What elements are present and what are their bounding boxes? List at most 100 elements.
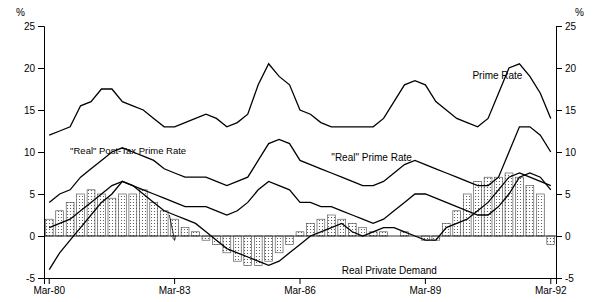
chart: Mar-80Mar-83Mar-86Mar-89Mar-92-505101520… xyxy=(0,0,600,302)
x-tick-label: Mar-80 xyxy=(33,285,65,296)
line xyxy=(49,127,551,203)
line xyxy=(49,173,551,270)
y2-axis-tick-label: 25 xyxy=(565,21,577,32)
zero-line xyxy=(44,236,556,237)
x-tick: Mar-83 xyxy=(159,278,191,296)
line xyxy=(49,64,551,135)
y2-axis-tick-mark xyxy=(556,26,562,27)
bar xyxy=(505,173,513,236)
annotation-arrow xyxy=(169,215,174,240)
bar xyxy=(275,236,283,253)
y2-axis-tick-mark xyxy=(556,110,562,111)
x-tick-label: Mar-86 xyxy=(284,285,316,296)
bar xyxy=(129,194,137,236)
x-tick-mark xyxy=(174,278,175,284)
bar xyxy=(327,215,335,236)
x-tick: Mar-86 xyxy=(284,278,316,296)
x-tick: Mar-92 xyxy=(535,278,567,296)
bar xyxy=(181,228,189,236)
y-axis-tick-mark xyxy=(38,110,44,111)
plot-area xyxy=(44,64,556,270)
bar xyxy=(77,194,85,236)
x-tick-label: Mar-89 xyxy=(410,285,442,296)
y2-axis-tick: 20 xyxy=(556,63,577,74)
bar xyxy=(160,211,168,236)
y-axis-tick-label: 0 xyxy=(29,231,35,242)
y2-axis-tick-label: 10 xyxy=(565,147,577,158)
chart-container: Mar-80Mar-83Mar-86Mar-89Mar-92-505101520… xyxy=(0,0,600,302)
bar xyxy=(265,236,273,261)
axis-line xyxy=(45,279,557,285)
bar xyxy=(307,223,315,236)
x-tick-mark xyxy=(300,278,301,284)
y2-axis-tick-label: -5 xyxy=(565,273,574,284)
series-label: "Real" Post-Tax Prime Rate xyxy=(70,145,186,156)
y2-axis-tick-label: 0 xyxy=(565,231,571,242)
y-axis-tick: 15 xyxy=(24,105,44,116)
series-label: Prime Rate xyxy=(472,70,522,81)
y-axis-tick: 25 xyxy=(24,21,44,32)
x-tick-mark xyxy=(550,278,551,284)
bar xyxy=(296,232,304,236)
axis-line xyxy=(38,27,45,279)
y2-axis-tick-label: 15 xyxy=(565,105,577,116)
y2-axis-tick-mark xyxy=(556,194,562,195)
y2-axis-tick: 5 xyxy=(556,189,571,200)
y2-axis-tick: 10 xyxy=(556,147,577,158)
series-labels: Prime Rate "Real" Prime Rate "Real" Post-T… xyxy=(70,70,523,276)
x-tick-mark xyxy=(49,278,50,284)
x-tick-mark xyxy=(425,278,426,284)
bar xyxy=(526,186,534,236)
x-tick-label: Mar-83 xyxy=(159,285,191,296)
x-tick: Mar-80 xyxy=(33,278,65,296)
line xyxy=(49,173,551,228)
x-axis: Mar-80 Mar-83 Mar-86 Mar-89 Mar-92 xyxy=(33,278,567,296)
bar xyxy=(463,194,471,236)
bar xyxy=(516,177,524,236)
bar xyxy=(536,194,544,236)
y-axis-tick-label: 25 xyxy=(24,21,36,32)
y-axis-tick-label: 10 xyxy=(24,147,36,158)
y2-axis-label: % xyxy=(575,7,584,18)
y-axis-tick-mark xyxy=(38,152,44,153)
y-axis-tick-mark xyxy=(38,278,44,279)
y2-axis-tick: -5 xyxy=(556,273,574,284)
bar xyxy=(118,194,126,236)
bar xyxy=(233,236,241,261)
series-label: Real Private Demand xyxy=(342,265,437,276)
bar xyxy=(202,236,210,240)
bar xyxy=(87,190,95,236)
y-axis-tick-mark xyxy=(38,236,44,237)
x-tick-label: Mar-92 xyxy=(535,285,567,296)
y-axis-label: % xyxy=(16,7,25,18)
y-axis-tick-mark xyxy=(38,68,44,69)
y-axis: -5 0 5 10 15 20 25 xyxy=(24,21,45,284)
bar xyxy=(192,232,200,236)
y2-axis-tick-mark xyxy=(556,278,562,279)
bars xyxy=(45,173,554,265)
y2-axis-tick-mark xyxy=(556,68,562,69)
series-label: "Real" Prime Rate xyxy=(331,152,412,163)
bar xyxy=(244,236,252,265)
y-axis-tick: 0 xyxy=(29,231,44,242)
bar xyxy=(380,232,388,236)
y2-axis-tick-mark xyxy=(556,152,562,153)
bar xyxy=(286,236,294,244)
y-axis-tick-label: 15 xyxy=(24,105,36,116)
y2-axis-tick-mark xyxy=(556,236,562,237)
bar xyxy=(547,236,555,244)
bar xyxy=(442,223,450,236)
y2-axis: -5 0 5 10 15 20 25 xyxy=(556,21,577,284)
y-axis-tick: 20 xyxy=(24,63,44,74)
y2-axis-tick-label: 5 xyxy=(565,189,571,200)
y2-axis-tick: 0 xyxy=(556,231,571,242)
y-axis-tick-label: 5 xyxy=(29,189,35,200)
bar xyxy=(108,198,116,236)
bar xyxy=(150,202,158,236)
y-axis-tick: 10 xyxy=(24,147,44,158)
y-axis-tick: -5 xyxy=(26,273,44,284)
x-tick: Mar-89 xyxy=(410,278,442,296)
y2-axis-tick: 25 xyxy=(556,21,577,32)
y2-axis-tick: 15 xyxy=(556,105,577,116)
axis-line xyxy=(557,27,563,279)
